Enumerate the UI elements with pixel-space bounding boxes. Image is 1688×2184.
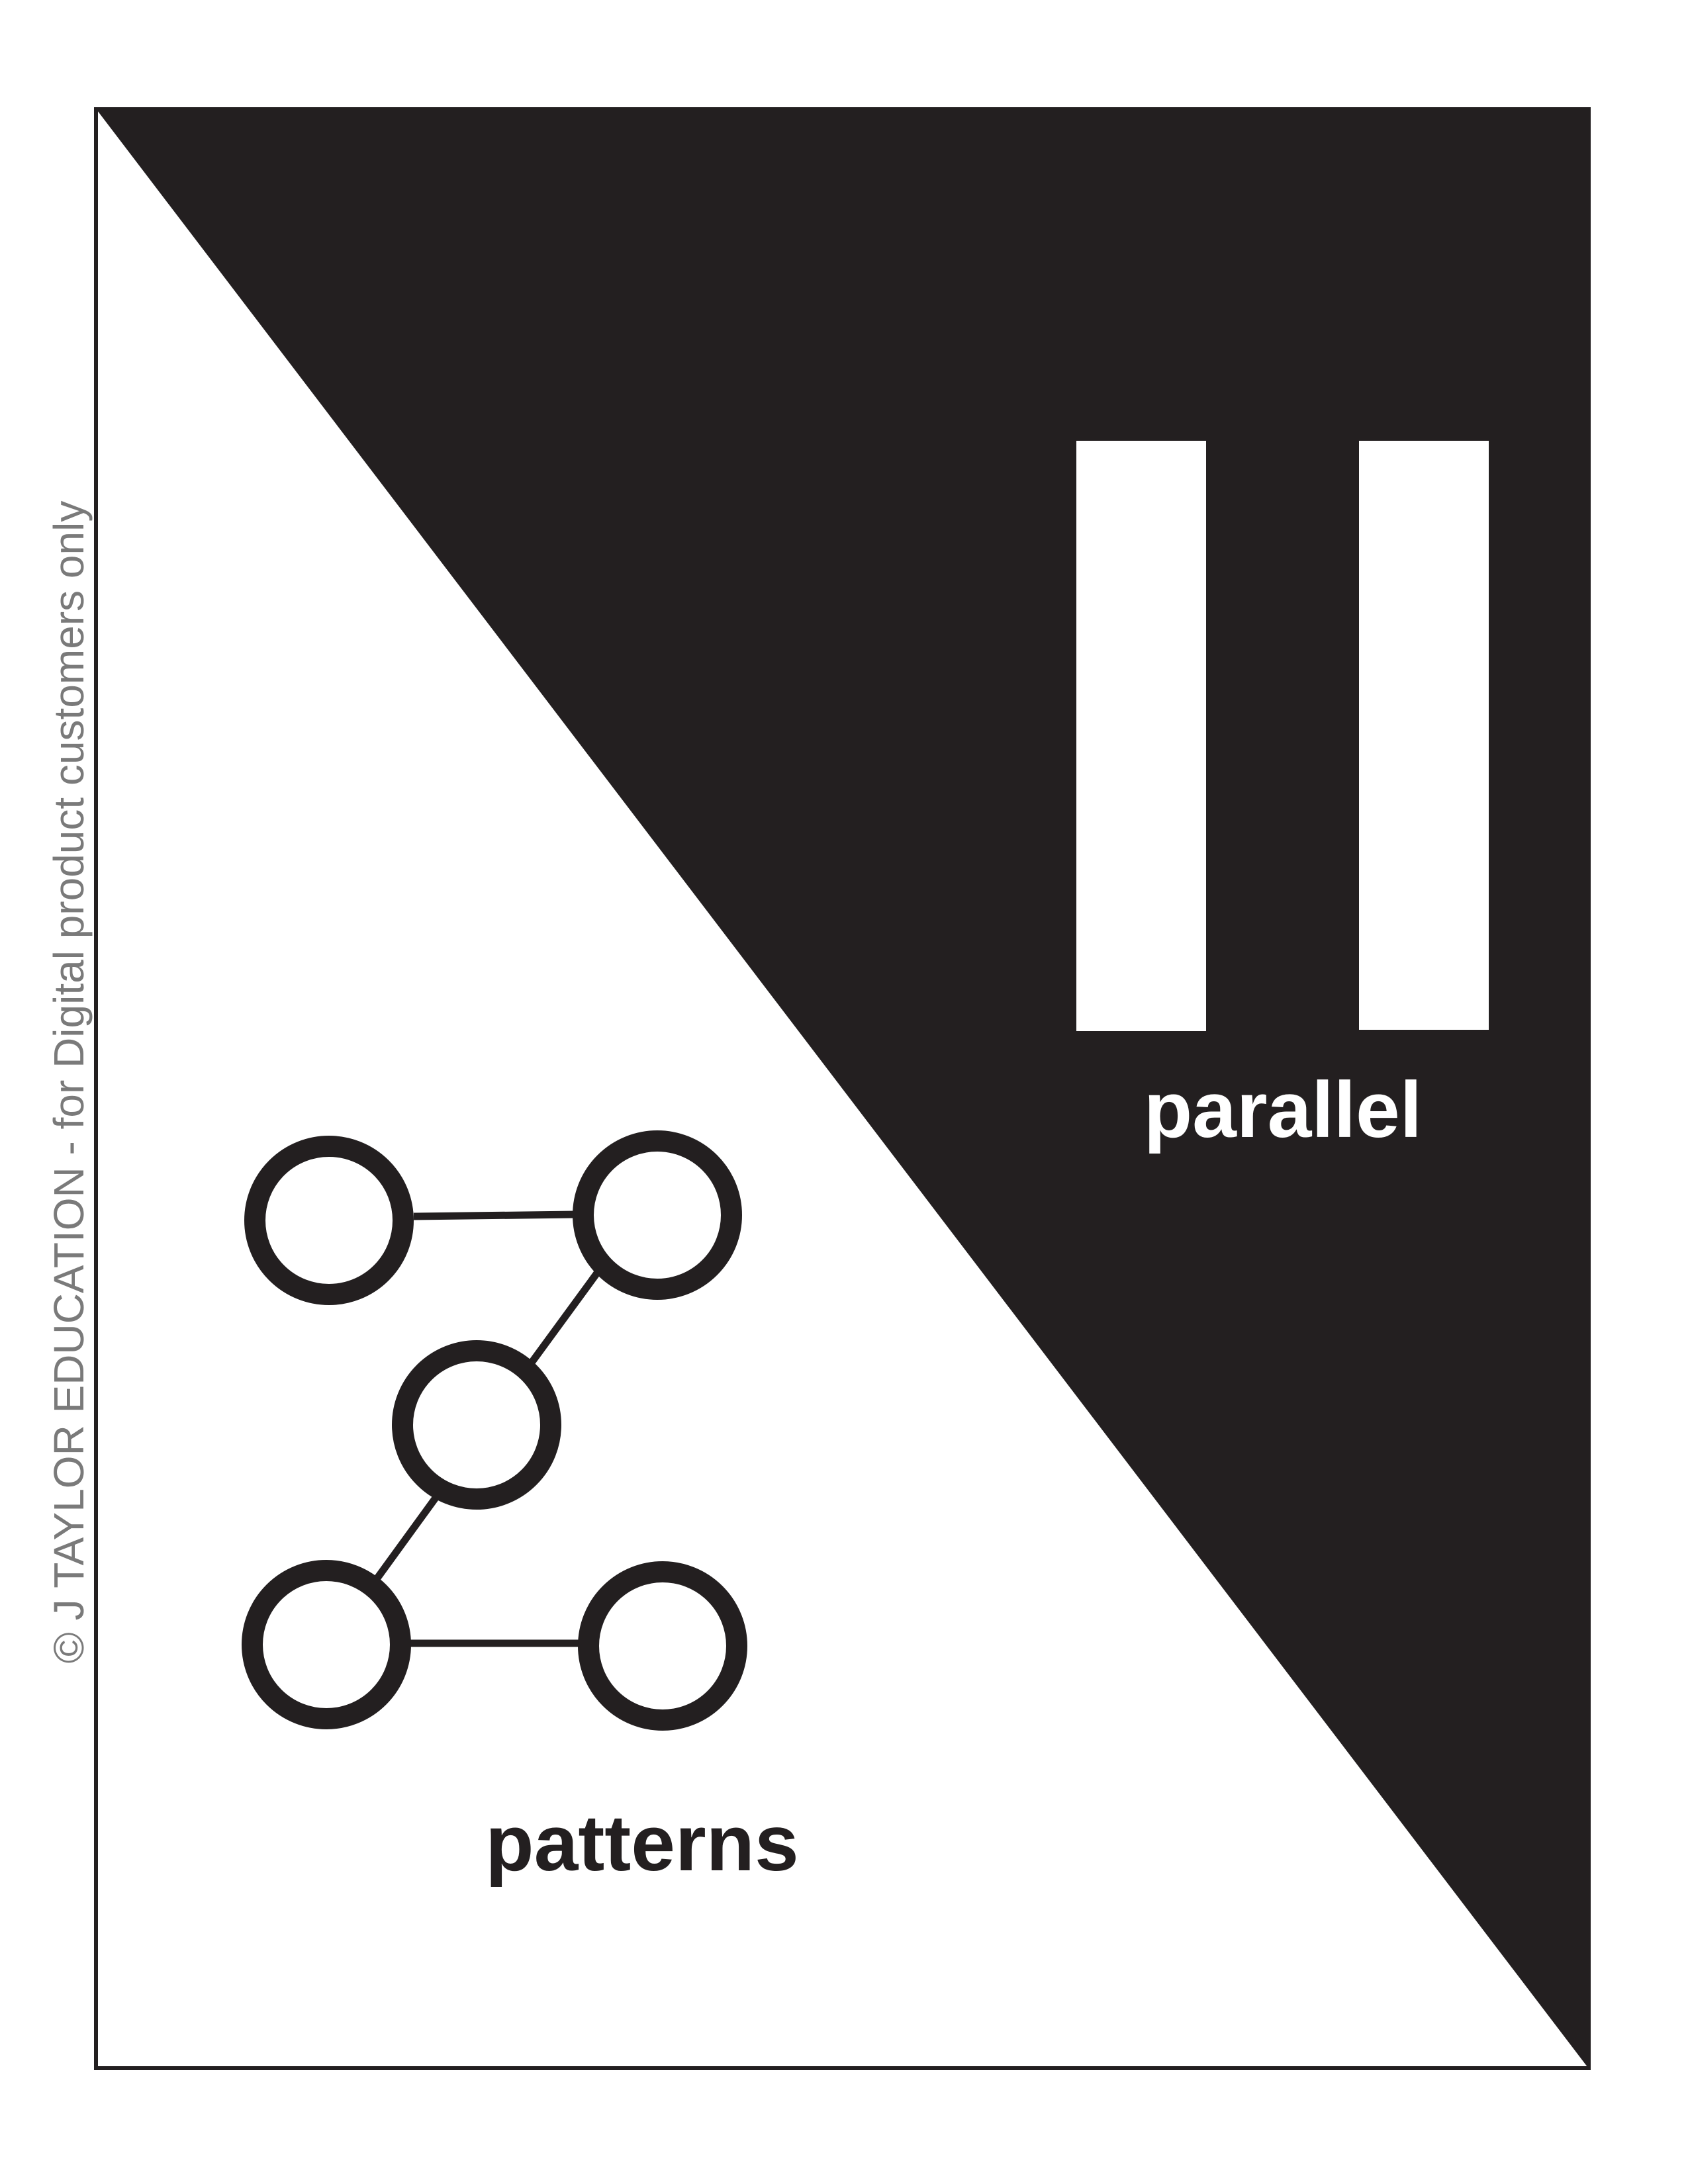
- node-top-left: [244, 1136, 414, 1305]
- node-middle: [392, 1340, 561, 1510]
- parallel-bar-right: [1359, 441, 1489, 1030]
- dark-triangle: [97, 111, 1587, 2067]
- copyright-notice: © J TAYLOR EDUCATION - for Digital produ…: [45, 501, 93, 1664]
- connector-lower-diagonal: [371, 1490, 443, 1584]
- label-parallel: parallel: [1144, 1066, 1422, 1154]
- node-bottom-right: [578, 1561, 747, 1731]
- connector-upper-diagonal: [526, 1267, 603, 1368]
- node-top-right: [573, 1130, 742, 1300]
- node-bottom-left: [242, 1560, 411, 1729]
- connector-top: [413, 1210, 577, 1220]
- label-patterns: patterns: [485, 1799, 798, 1888]
- z-node-pattern-icon: [242, 1130, 747, 1731]
- parallel-bar-left: [1076, 441, 1206, 1031]
- parallel-lines-icon: [1076, 441, 1489, 1031]
- card-frame: [94, 107, 1591, 2070]
